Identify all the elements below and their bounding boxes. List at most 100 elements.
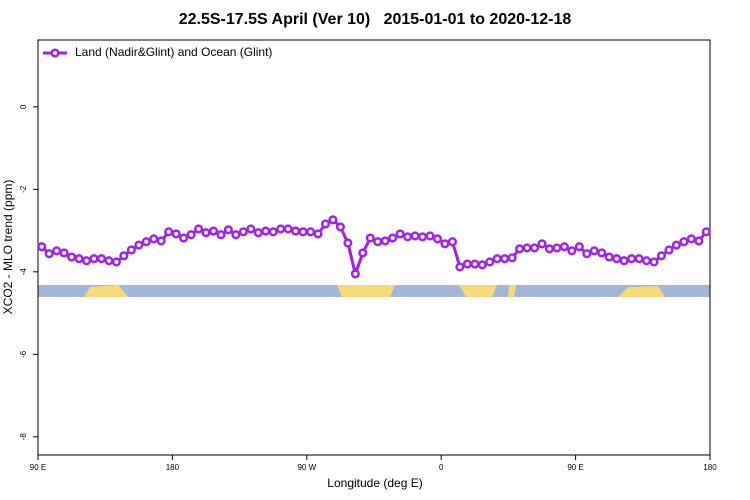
data-point [313, 229, 323, 239]
y-tick-label: -8 [19, 433, 28, 441]
data-point [134, 240, 144, 250]
data-point [395, 229, 405, 239]
data-point [403, 232, 413, 242]
x-tick-label: 90 E [30, 463, 46, 472]
data-point [350, 269, 360, 279]
data-point [671, 240, 681, 250]
data-point [612, 254, 622, 264]
data-point [388, 233, 398, 243]
data-point [44, 249, 54, 259]
x-axis-label: Longitude (deg E) [327, 476, 422, 490]
data-point [552, 243, 562, 253]
data-point [59, 248, 69, 258]
data-point [81, 256, 92, 266]
data-point [679, 237, 689, 247]
x-tick-label: 180 [166, 463, 180, 472]
y-tick-label: -2 [19, 185, 28, 193]
data-point [291, 226, 301, 236]
data-point [276, 224, 286, 234]
land-band [459, 285, 497, 297]
data-point [156, 236, 166, 246]
data-point [171, 229, 181, 239]
data-point [686, 234, 696, 244]
data-point [567, 246, 577, 256]
data-point [589, 246, 599, 256]
data-point [373, 237, 383, 247]
y-tick-label: -4 [19, 268, 28, 276]
data-point [305, 227, 316, 237]
data-point [320, 219, 331, 229]
data-point [223, 225, 233, 235]
data-point [119, 251, 129, 261]
data-point [208, 226, 219, 236]
data-point [74, 254, 84, 264]
data-point [649, 257, 659, 267]
data-point [477, 260, 487, 270]
data-point [89, 254, 99, 264]
data-point [417, 232, 428, 242]
data-point [701, 227, 711, 237]
data-point [149, 234, 159, 244]
data-point [582, 249, 592, 259]
data-point [604, 252, 614, 262]
data-point [96, 254, 107, 264]
x-tick-label: 90 E [567, 463, 583, 472]
chart-title: 22.5S-17.5S April (Ver 10) 2015-01-01 to… [179, 11, 572, 28]
data-point [425, 231, 435, 241]
data-point [455, 262, 465, 272]
data-point [186, 230, 196, 240]
data-point [335, 222, 345, 232]
data-point [410, 231, 420, 241]
data-point [597, 248, 607, 258]
data-point [261, 226, 271, 236]
data-point [52, 246, 62, 256]
data-point [238, 227, 248, 237]
data-point [201, 228, 211, 238]
land-ocean-strip [38, 285, 710, 297]
data-point [216, 230, 226, 240]
data-point [694, 236, 704, 246]
legend-label: Land (Nadir&Glint) and Ocean (Glint) [75, 45, 272, 59]
data-point [365, 233, 375, 243]
data-point [500, 254, 510, 264]
y-tick-label: -6 [19, 350, 28, 358]
data-point [462, 259, 472, 269]
data-point [522, 243, 532, 253]
land-band [84, 285, 128, 297]
data-point [529, 243, 540, 253]
data-point [470, 259, 480, 269]
data-point [253, 228, 263, 238]
legend-marker [50, 48, 60, 58]
data-point [104, 256, 114, 266]
data-point [492, 254, 502, 264]
data-point [627, 254, 637, 264]
data-point [641, 256, 652, 266]
data-point [231, 230, 241, 240]
data-point [664, 245, 674, 255]
data-point [193, 224, 204, 234]
data-point [246, 224, 256, 234]
data-point [559, 242, 569, 252]
data-point [537, 239, 547, 249]
data-point [358, 248, 368, 258]
data-point [447, 237, 457, 247]
land-band [618, 286, 665, 297]
data-point [380, 236, 390, 246]
data-point [141, 237, 151, 247]
data-point [507, 253, 517, 263]
data-point [298, 227, 308, 237]
data-point [432, 234, 443, 244]
data-point [485, 257, 495, 267]
data-point [37, 242, 47, 252]
data-point [619, 256, 629, 266]
x-tick-label: 90 W [297, 463, 316, 472]
data-point [328, 215, 338, 225]
data-point [164, 227, 174, 237]
y-axis-label: XCO2 - MLO trend (ppm) [1, 180, 15, 315]
land-band [337, 285, 395, 297]
data-point [656, 251, 667, 261]
data-point [268, 227, 278, 237]
data-point [515, 244, 525, 254]
x-tick-label: 180 [703, 463, 717, 472]
